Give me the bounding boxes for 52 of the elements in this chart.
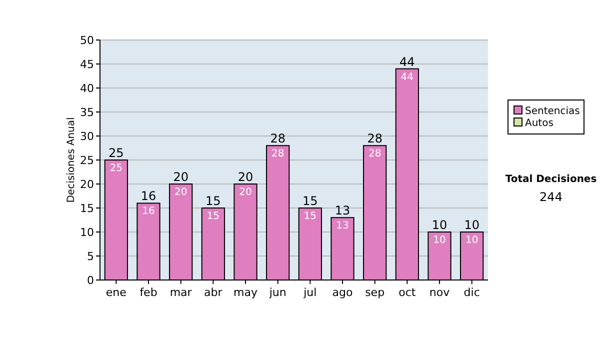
- total-label: 10: [464, 218, 480, 232]
- x-tick-label: jun: [268, 286, 286, 299]
- x-tick-label: may: [234, 286, 258, 299]
- x-tick-label: nov: [429, 286, 450, 299]
- data-label: 10: [465, 235, 478, 246]
- y-tick-label: 50: [80, 34, 94, 47]
- data-label: 28: [271, 148, 284, 160]
- total-label: 15: [302, 194, 318, 208]
- total-label: 20: [173, 170, 188, 184]
- x-tick-label: ago: [332, 286, 353, 299]
- data-label: 20: [239, 187, 252, 198]
- total-label: 28: [367, 132, 382, 146]
- data-label: 10: [433, 235, 446, 246]
- y-tick-label: 15: [80, 202, 94, 215]
- data-label: 25: [110, 163, 123, 174]
- y-tick-label: 5: [87, 250, 94, 263]
- x-tick-label: jul: [302, 286, 317, 299]
- text: 244: [540, 190, 562, 204]
- data-label: 13: [336, 220, 349, 232]
- total-label: 15: [206, 194, 221, 208]
- y-tick-label: 25: [80, 154, 94, 167]
- x-tick-label: sep: [365, 286, 385, 299]
- y-tick-label: 45: [80, 58, 94, 71]
- total-label: 10: [432, 218, 448, 232]
- x-tick-label: oct: [398, 286, 416, 299]
- y-tick-label: 10: [80, 226, 94, 239]
- total-label: 13: [334, 204, 350, 218]
- x-tick-label: mar: [170, 286, 192, 299]
- y-tick-label: 35: [80, 106, 94, 119]
- y-tick-label: 0: [87, 274, 94, 287]
- y-tick-label: 40: [80, 82, 94, 95]
- x-tick-label: abr: [204, 286, 223, 299]
- x-tick-label: feb: [140, 286, 158, 299]
- data-label: 28: [368, 148, 382, 160]
- total-label: 16: [140, 189, 156, 204]
- data-label: 15: [206, 211, 220, 222]
- text: Total Decisiones: [505, 174, 597, 185]
- legend-label: Sentencias: [525, 106, 580, 117]
- total-label: 28: [270, 132, 286, 146]
- total-label: 25: [108, 146, 124, 160]
- y-tick-label: 20: [80, 178, 94, 191]
- legend-label: Autos: [525, 118, 554, 129]
- data-label: 15: [304, 211, 317, 222]
- data-label: 16: [142, 206, 155, 218]
- total-label: 20: [238, 170, 254, 184]
- x-tick-label: ene: [106, 286, 127, 299]
- data-label: 44: [400, 72, 414, 83]
- y-tick-label: 30: [80, 130, 94, 143]
- x-tick-label: dic: [464, 286, 480, 299]
- total-label: 44: [400, 54, 415, 69]
- data-label: 20: [174, 187, 188, 198]
- y-axis-title: Decisiones Anual: [66, 117, 77, 203]
